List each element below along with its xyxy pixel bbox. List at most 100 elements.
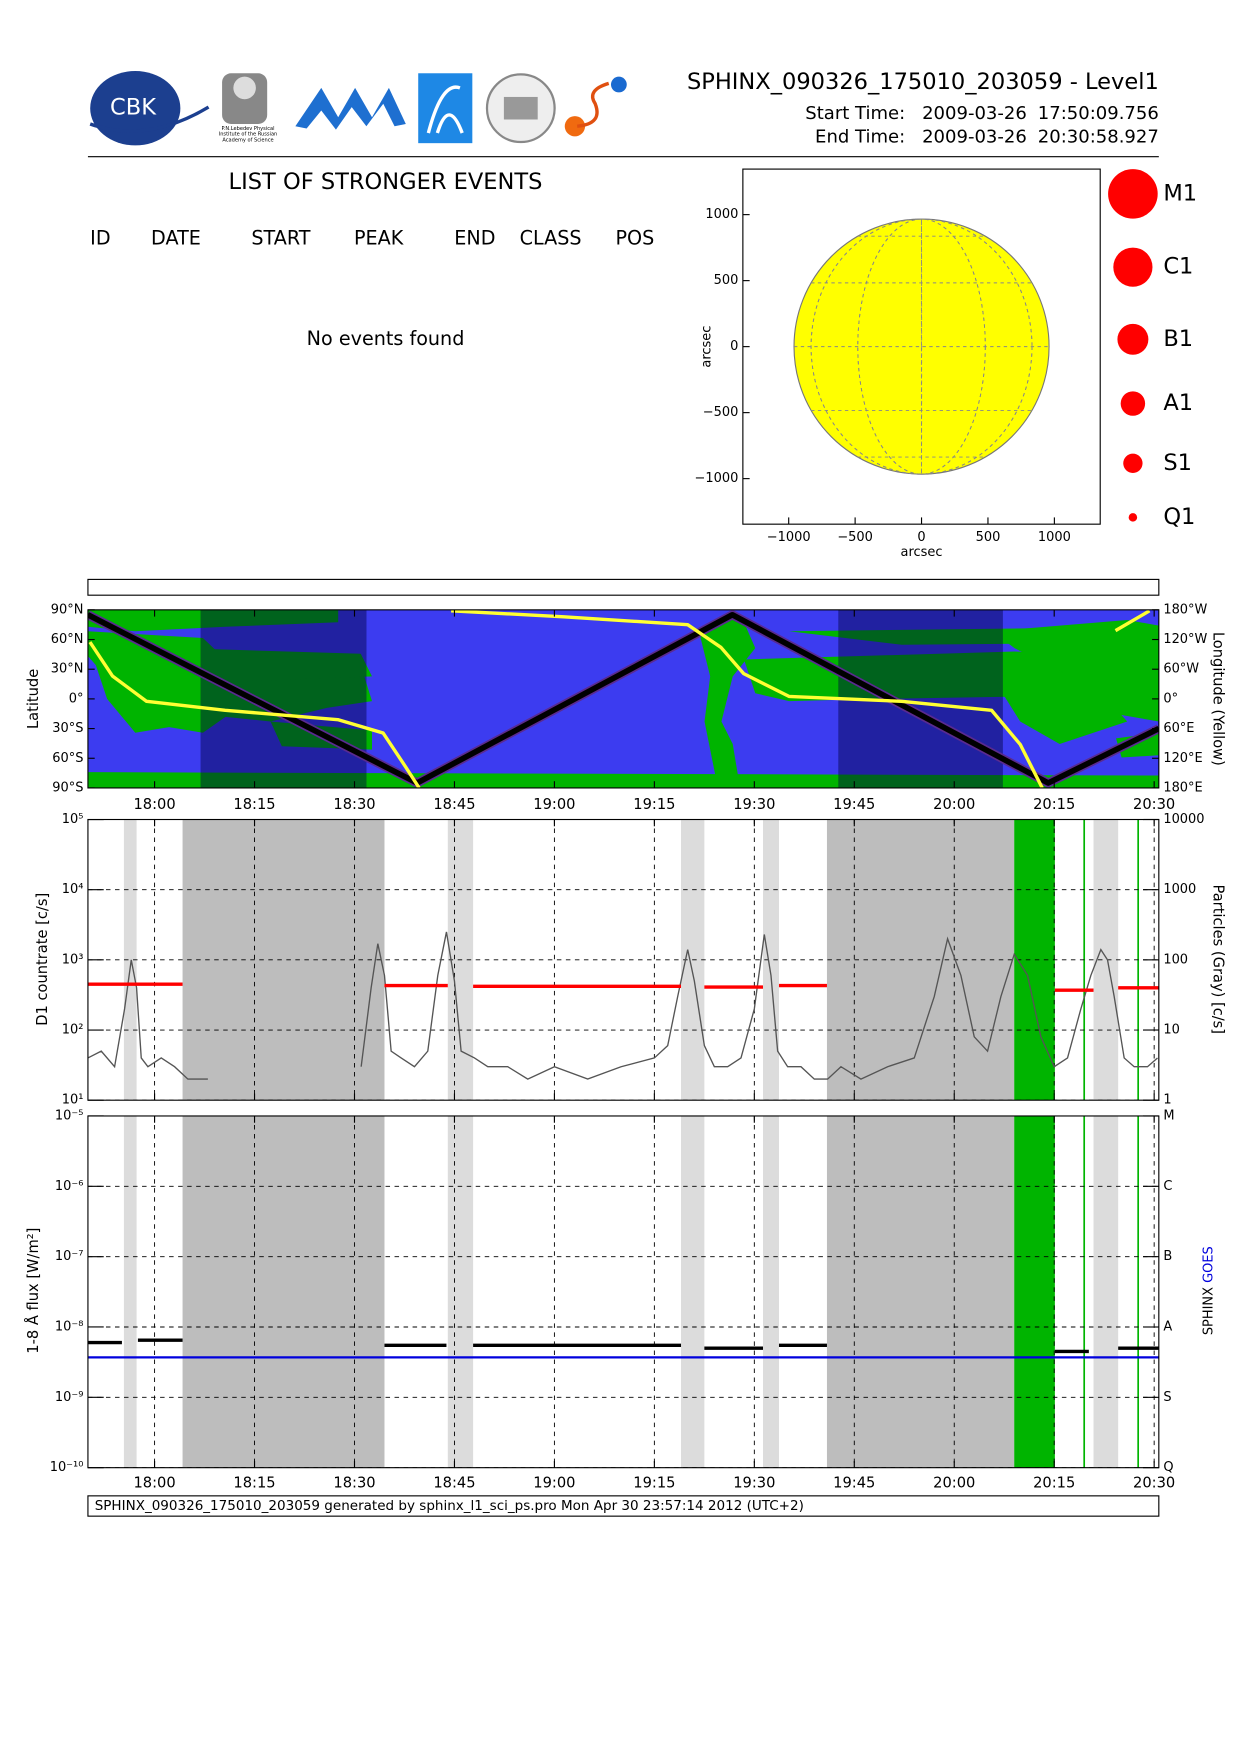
- y2-tick-label: 1000: [1163, 882, 1196, 897]
- x-tick-label: 18:15: [233, 796, 275, 813]
- land: [87, 609, 339, 632]
- cbk-swoosh: [89, 105, 210, 133]
- longitude-track: [88, 609, 1151, 788]
- empty-box: [87, 578, 1160, 596]
- orbit-track: [87, 611, 1159, 786]
- y-tick-label: 10⁻⁸: [55, 1319, 84, 1334]
- y-tick-label: 10⁻⁹: [55, 1390, 84, 1405]
- start-date: 2009-03-26: [922, 103, 1027, 124]
- y2-tick-label: 10000: [1163, 812, 1204, 827]
- y-axis-label: arcsec: [699, 326, 714, 368]
- y-axis-label: Latitude: [25, 669, 42, 729]
- x-tick-label: −500: [837, 530, 873, 545]
- y2-axis-label: Particles (Gray) [c/s]: [1209, 885, 1226, 1034]
- dark-band: [826, 1115, 1015, 1468]
- y2-tick-label: 1: [1163, 1093, 1171, 1108]
- x-tick-label: −1000: [767, 530, 811, 545]
- green-band: [1014, 1115, 1055, 1468]
- sun-grid: [794, 218, 1050, 475]
- lebedev-text: P.N.Lebedev Physical: [222, 126, 275, 132]
- y-tick-label: 10⁻¹⁰: [50, 1460, 84, 1475]
- series-legend: SPHINX GOES: [1201, 1246, 1216, 1335]
- y2-tick-label: 180°E: [1163, 780, 1202, 795]
- events-column: CLASS: [520, 226, 582, 249]
- light-band: [1093, 1115, 1119, 1468]
- legend-label: B1: [1163, 326, 1193, 352]
- x-tick-label: 19:00: [533, 796, 575, 813]
- light-band: [123, 1115, 137, 1468]
- y2-tick-label: A: [1163, 1319, 1172, 1334]
- land: [87, 772, 1159, 788]
- x-tick-label: 18:45: [433, 796, 475, 813]
- end-date: 2009-03-26: [922, 127, 1027, 148]
- x-tick-label: 19:15: [633, 796, 675, 813]
- y-tick-label: 10²: [62, 1023, 84, 1038]
- legend-label: Q1: [1163, 504, 1195, 530]
- cbk-text: CBK: [110, 95, 157, 121]
- y2-tick-label: 120°W: [1163, 632, 1207, 647]
- x-tick-label: 18:00: [133, 796, 175, 813]
- night-band: [200, 609, 367, 788]
- swirl-line: [576, 81, 610, 128]
- blue-logo-mark: [426, 85, 464, 134]
- x-tick-label: 0: [917, 530, 925, 545]
- lebedev-text: Academy of Science: [222, 137, 273, 143]
- legend-sphinx: SPHINX: [1201, 1287, 1216, 1335]
- y2-tick-label: 10: [1163, 1023, 1179, 1038]
- y-tick-label: 30°S: [52, 721, 83, 736]
- legend-marker: [1113, 247, 1153, 287]
- dark-band: [182, 1115, 385, 1468]
- x-tick-label: 18:30: [333, 1474, 375, 1491]
- mian-logo: [295, 87, 406, 130]
- events-title: LIST OF STRONGER EVENTS: [229, 169, 543, 195]
- legend-marker: [1120, 391, 1146, 416]
- events-column: END: [454, 226, 495, 249]
- lebedev-text: Institute of the Russian: [219, 132, 278, 138]
- light-band: [1093, 819, 1119, 1101]
- land: [1115, 732, 1159, 758]
- y-axis-label: D1 countrate [c/s]: [34, 893, 51, 1026]
- y2-tick-label: 0°: [1163, 691, 1178, 706]
- flux-plot: [87, 1115, 1159, 1468]
- legend-marker: [1128, 513, 1138, 522]
- y-tick-label: 90°S: [52, 780, 83, 795]
- footer-text: SPHINX_090326_175010_203059 generated by…: [95, 1498, 804, 1514]
- footer-box: [87, 1495, 1160, 1517]
- legend-label: M1: [1163, 180, 1197, 206]
- light-band: [447, 1115, 474, 1468]
- y-axis-label: 1-8 Å flux [W/m²]: [25, 1228, 42, 1354]
- y-tick-label: 0°: [69, 691, 84, 706]
- logos: CBK P.N.Lebedev Physical Institute of th…: [89, 71, 627, 146]
- x-tick-label: 20:15: [1033, 1474, 1075, 1491]
- x-tick-label: 20:00: [933, 796, 975, 813]
- y2-tick-label: 60°E: [1163, 721, 1194, 736]
- land: [991, 671, 1128, 744]
- y-tick-label: 30°N: [51, 662, 84, 677]
- blue-logo: [418, 73, 473, 144]
- x-tick-label: 500: [976, 530, 1001, 545]
- y-tick-label: 10⁻⁵: [55, 1108, 84, 1123]
- events-column: PEAK: [354, 226, 404, 249]
- events-column: POS: [615, 226, 654, 249]
- x-tick-label: 20:15: [1033, 796, 1075, 813]
- y-tick-label: −1000: [695, 471, 739, 486]
- y-tick-label: 10⁻⁶: [55, 1179, 84, 1194]
- legend-goes: GOES: [1201, 1246, 1216, 1283]
- legend-marker: [1117, 323, 1149, 355]
- y-tick-label: 60°S: [52, 751, 83, 766]
- light-band: [762, 1115, 779, 1468]
- y-tick-label: 10³: [62, 952, 84, 967]
- y-tick-label: 1000: [705, 207, 738, 222]
- x-tick-label: 18:45: [433, 1474, 475, 1491]
- y-tick-label: 10⁻⁷: [55, 1249, 84, 1264]
- y-tick-label: 10⁴: [62, 882, 84, 897]
- x-tick-label: 20:30: [1133, 796, 1175, 813]
- countrate-plot: [87, 819, 1159, 1101]
- legend-marker: [1108, 169, 1158, 219]
- report-title: SPHINX_090326_175010_203059 - Level1: [687, 69, 1159, 95]
- legend-marker: [1123, 453, 1143, 473]
- start-label: Start Time:: [805, 103, 905, 124]
- y-tick-label: 0: [730, 339, 738, 354]
- y2-tick-label: 100: [1163, 952, 1188, 967]
- portrait-face: [233, 76, 256, 100]
